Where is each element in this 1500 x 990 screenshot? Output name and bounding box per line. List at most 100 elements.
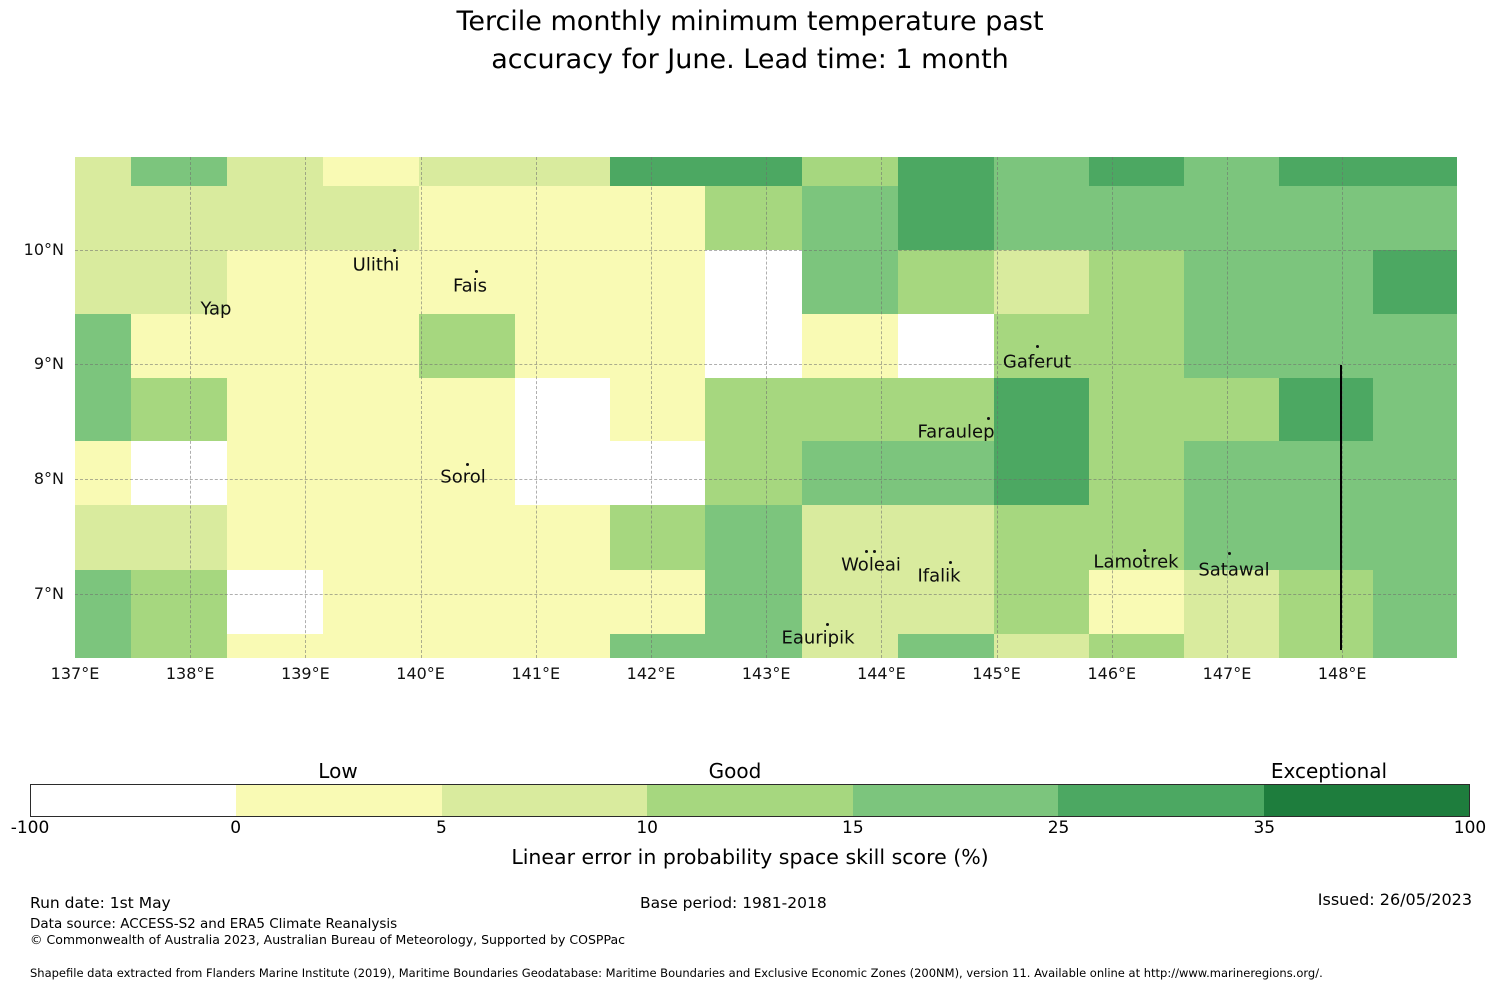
heatmap-cell [1088,314,1185,379]
heatmap-cell [515,633,611,659]
island-label-faraulep: Faraulep [917,421,995,443]
gridline-vertical [766,157,768,658]
heatmap-cell [994,249,1090,315]
heatmap-cell [515,378,611,442]
x-tick-label: 137°E [50,664,100,683]
y-tick-label: 9°N [33,354,64,374]
x-tick-label: 143°E [741,664,791,683]
heatmap-cell [322,157,421,187]
heatmap-cell [131,157,228,187]
heatmap-cell [227,157,324,187]
colorbar-zone-label: Exceptional [1270,759,1388,783]
heatmap-cell [609,633,706,659]
island-label-satawal: Satawal [1198,559,1270,581]
island-marker-dot [825,622,829,626]
gridline-vertical [881,157,883,658]
island-label-gaferut: Gaferut [1002,351,1072,373]
heatmap-cell [897,441,995,506]
base-period-text: Base period: 1981-2018 [640,894,827,912]
heatmap-cell [75,505,133,571]
island-marker-dot [1227,551,1231,555]
heatmap-cell [322,378,421,442]
heatmap-cell [1088,569,1185,635]
heatmap-cell [75,569,133,635]
data-source-text: Data source: ACCESS-S2 and ERA5 Climate … [30,916,398,932]
island-marker-dot [864,549,868,553]
heatmap-cell [1373,157,1457,187]
island-label-sorol: Sorol [440,466,486,488]
heatmap-cell [1278,441,1374,506]
heatmap-cell [609,185,706,251]
heatmap-cell [994,441,1090,506]
heatmap-cell [897,378,995,442]
maritime-boundary-line [1340,365,1342,650]
heatmap-cell [1184,633,1280,659]
heatmap-cell [131,378,228,442]
heatmap-cell [419,633,516,659]
gridline-vertical [996,157,998,658]
heatmap-cell [1088,157,1185,187]
heatmap-cell [227,441,324,506]
heatmap-cell [1278,633,1374,659]
heatmap-cell [897,185,995,251]
heatmap-cell [897,157,995,187]
heatmap-cell [1278,569,1374,635]
island-label-ifalik: Ifalik [917,565,961,587]
heatmap-cell [75,314,133,379]
heatmap-cell [1373,633,1457,659]
heatmap-cell [1184,441,1280,506]
gridline-vertical [1342,157,1344,658]
heatmap-cell [322,249,421,315]
colorbar-zone-label: Low [318,759,358,783]
heatmap-cell [801,249,899,315]
gridline-vertical [305,157,307,658]
heatmap-cell [1278,185,1374,251]
heatmap-cell [1088,441,1185,506]
heatmap-cell [75,157,133,187]
heatmap-cell [515,314,611,379]
heatmap-cell [131,633,228,659]
heatmap-cell [994,505,1090,571]
colorbar-segment [1058,785,1264,816]
heatmap-cell [419,157,516,187]
gridline-vertical [1227,157,1228,658]
heatmap-cell [322,314,421,379]
heatmap-cell [227,633,324,659]
gridline-vertical [190,157,192,658]
heatmap-cell [515,157,611,187]
colorbar-tick-label: 100 [1453,818,1487,838]
heatmap-cell [705,249,803,315]
heatmap-cell [1088,185,1185,251]
heatmap-cell [1373,569,1457,635]
island-marker-dot [948,560,952,564]
heatmap-cell [322,185,421,251]
copyright-text: © Commonwealth of Australia 2023, Austra… [30,932,625,947]
heatmap-cell [75,185,133,251]
heatmap-cell [801,157,899,187]
x-tick-label: 144°E [857,664,906,683]
gridline-horizontal [75,364,1456,366]
heatmap-cell [801,314,899,379]
heatmap-cell [131,314,228,379]
heatmap-cell [609,505,706,571]
heatmap-cell [515,569,611,635]
colorbar-tick-label: -100 [10,818,50,838]
heatmap-cell [1088,249,1185,315]
heatmap-cell [897,569,995,635]
gridline-horizontal [75,593,1456,595]
heatmap-cell [1373,185,1457,251]
colorbar-segment [441,785,648,816]
heatmap-cell [227,314,324,379]
heatmap-cell [994,633,1090,659]
heatmap-cell [75,633,133,659]
x-tick-label: 145°E [972,664,1021,683]
heatmap-cell [994,185,1090,251]
island-label-eauripik: Eauripik [781,627,855,649]
island-marker-dot [474,269,478,273]
colorbar-segment [852,785,1059,816]
colorbar-segment [236,785,442,816]
colorbar-tick-label: 25 [1047,818,1070,838]
heatmap-cell [994,314,1090,379]
island-marker-dot [1035,344,1039,348]
heatmap-cell [75,378,133,442]
